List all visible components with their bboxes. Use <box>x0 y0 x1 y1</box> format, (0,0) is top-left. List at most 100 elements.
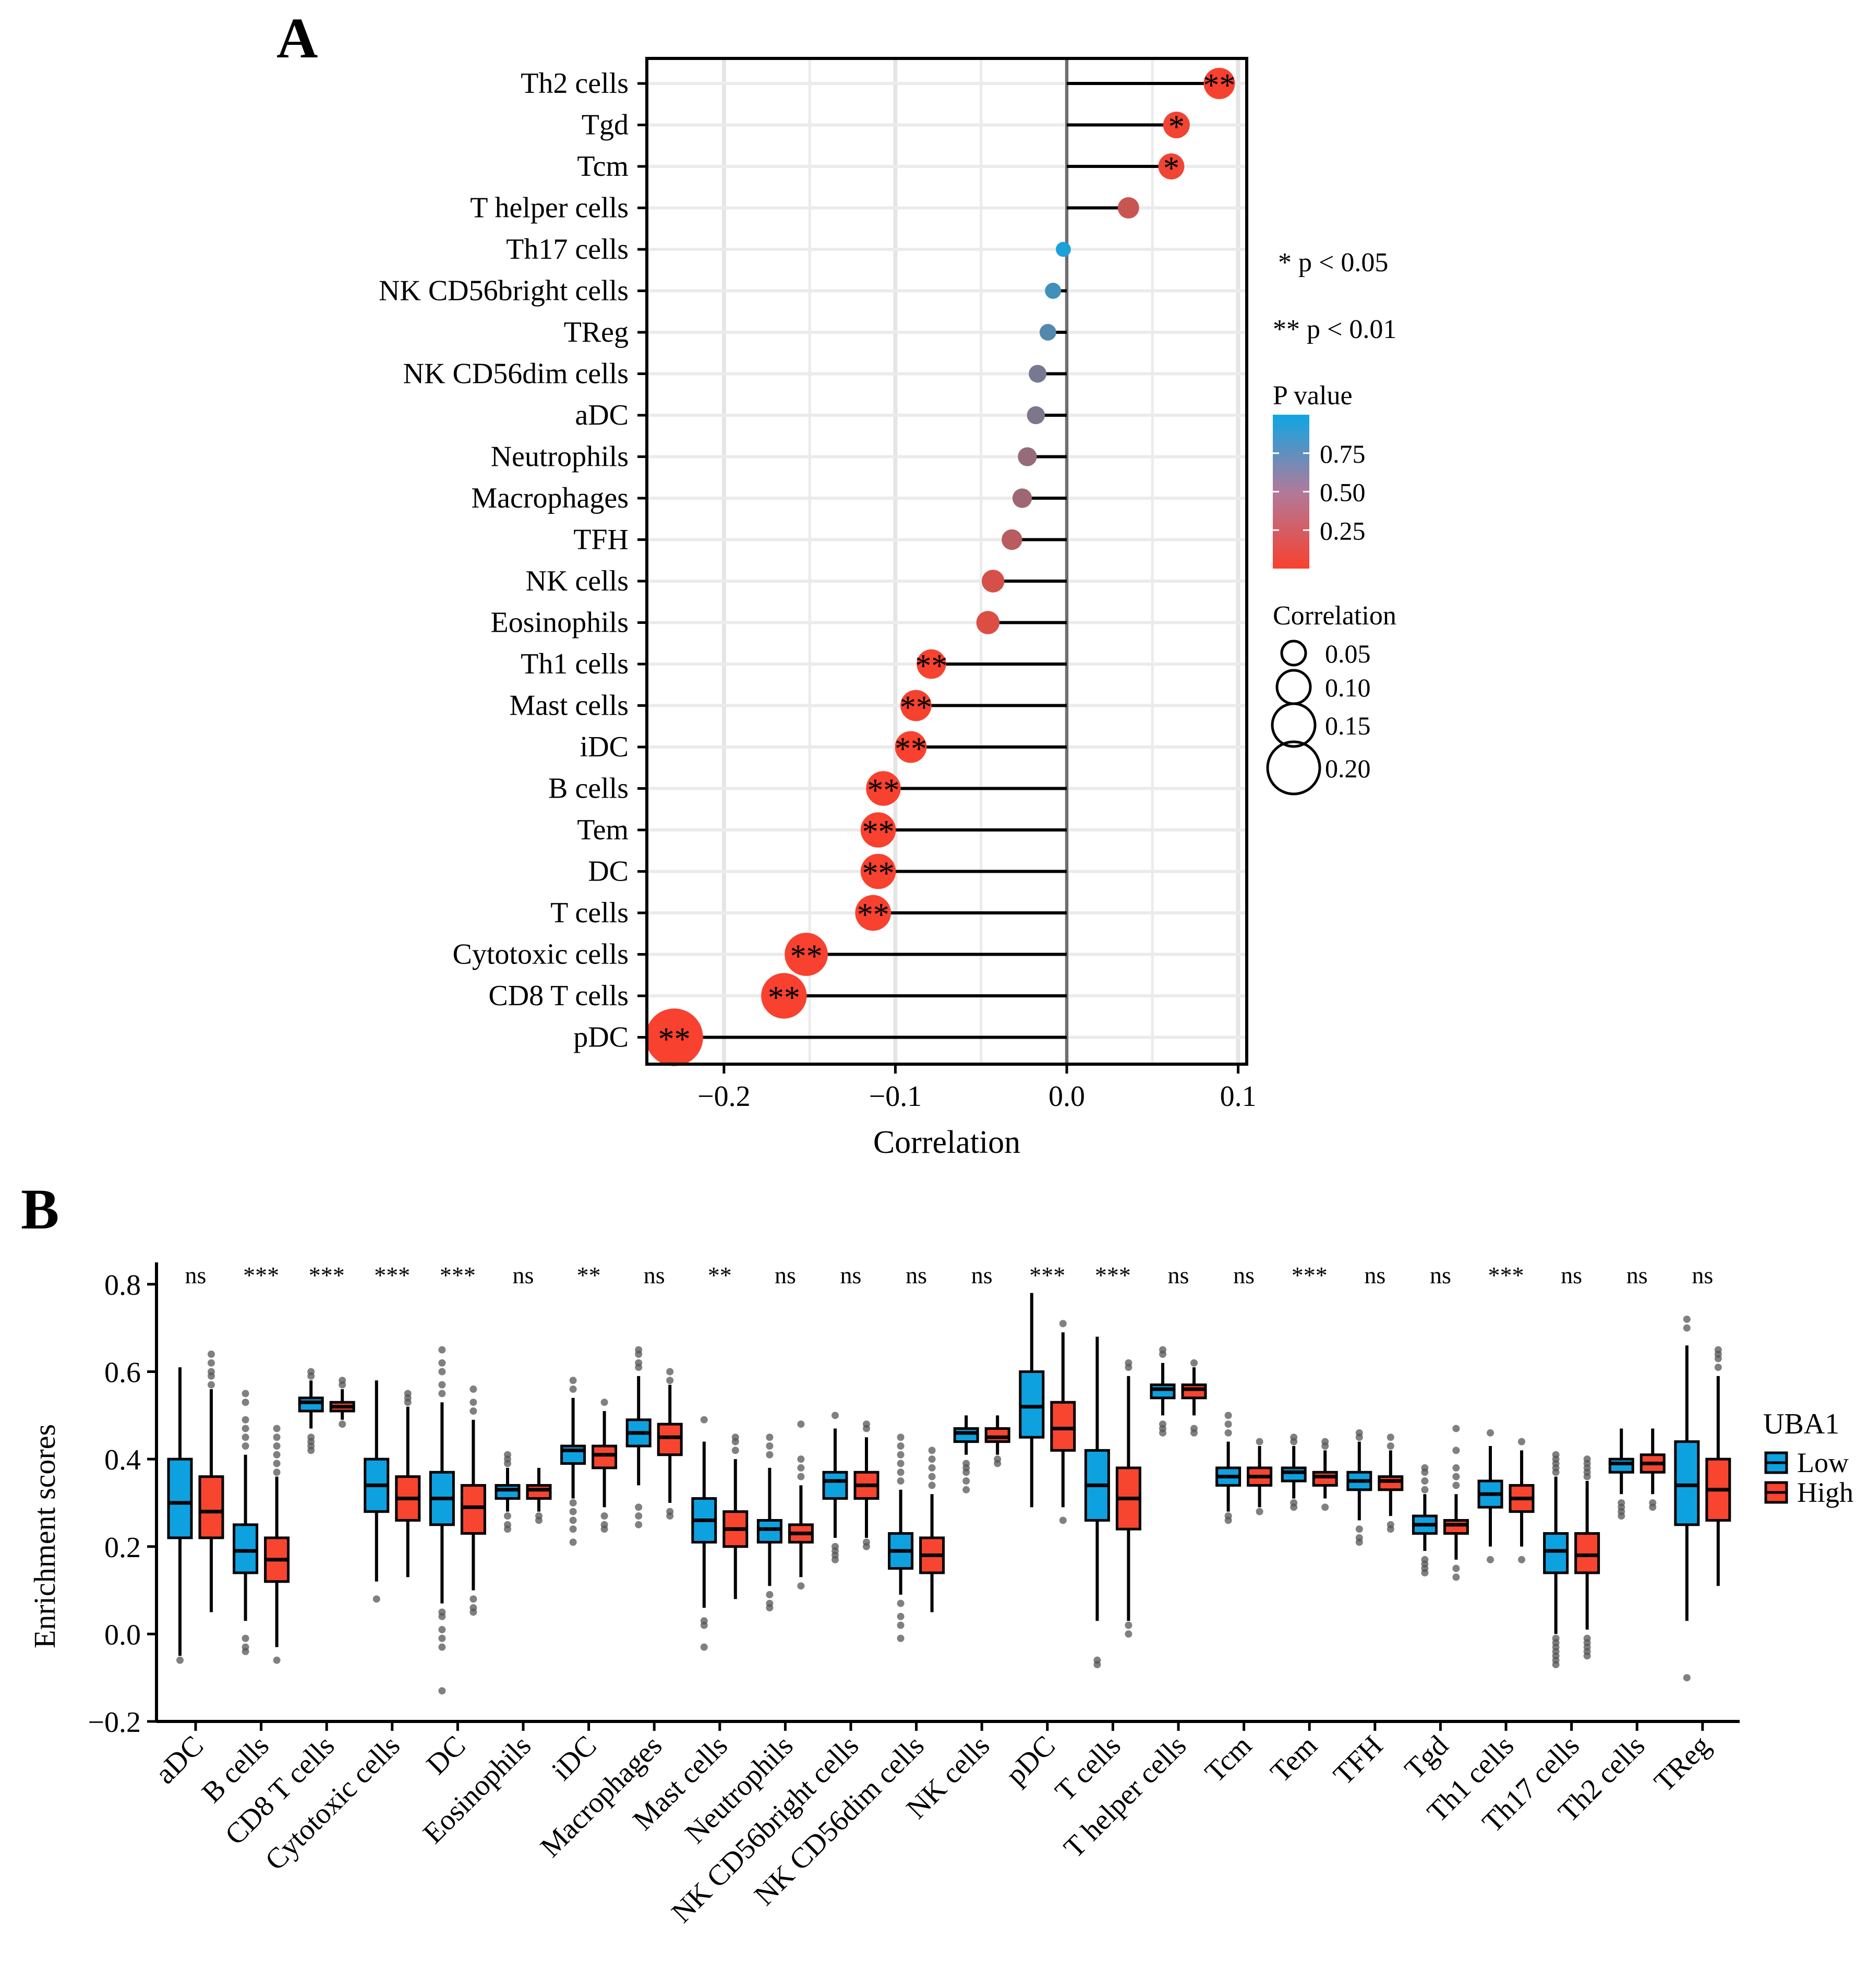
box <box>592 1399 618 1533</box>
significance-mark: ** <box>900 690 932 726</box>
x-tick-label: 0.0 <box>1049 1080 1085 1113</box>
category-label: Macrophages <box>471 482 629 514</box>
size-legend-circle <box>1280 640 1307 667</box>
size-legend-title: Correlation <box>1273 601 1396 631</box>
box <box>233 1390 259 1655</box>
box <box>756 1433 782 1612</box>
box <box>264 1425 290 1664</box>
dot <box>1203 67 1235 100</box>
outlier-point <box>404 1390 412 1397</box>
outlier-point <box>1452 1473 1460 1480</box>
box-body <box>953 1427 979 1443</box>
outlier-point <box>339 1377 346 1384</box>
outlier-point <box>1683 1315 1691 1323</box>
significance-label: ns <box>1430 1262 1451 1288</box>
y-tick-label: 0.6 <box>104 1357 141 1389</box>
box <box>1281 1433 1307 1511</box>
panel-a-legend: * p < 0.05 ** p < 0.01 P value 0.75 0.50 0… <box>1266 248 1396 796</box>
outlier-point <box>242 1425 249 1432</box>
box-body <box>984 1427 1010 1443</box>
panel-b-label: B <box>21 1177 59 1241</box>
category-label: NK cells <box>525 565 629 597</box>
box <box>1346 1429 1372 1546</box>
outlier-point <box>504 1525 511 1533</box>
dot <box>785 933 828 976</box>
outlier-point <box>242 1647 249 1655</box>
outlier-point <box>535 1516 543 1524</box>
size-legend-label: 0.20 <box>1325 754 1371 783</box>
outlier-point <box>438 1390 446 1397</box>
dot <box>1039 324 1056 341</box>
outlier-point <box>1452 1447 1460 1454</box>
outlier-point <box>242 1442 249 1450</box>
outlier-point <box>469 1608 477 1616</box>
box <box>329 1377 355 1428</box>
outlier-point <box>831 1412 839 1419</box>
category-label: Th2 cells <box>521 67 629 100</box>
outlier-point <box>1714 1346 1722 1354</box>
outlier-point <box>897 1477 905 1485</box>
outlier-point <box>797 1582 805 1590</box>
box <box>1443 1425 1469 1581</box>
outlier-point <box>1421 1477 1429 1485</box>
significance-mark: ** <box>857 897 889 933</box>
outlier-point <box>569 1385 577 1393</box>
significance-mark: ** <box>867 773 899 809</box>
box <box>788 1420 814 1590</box>
size-legend-circle <box>1266 740 1321 796</box>
box <box>1181 1359 1207 1437</box>
outlier-point <box>1355 1538 1363 1546</box>
outlier-point <box>1452 1481 1460 1489</box>
annotation-p001: ** p < 0.01 <box>1273 315 1396 344</box>
annotation-p005: * p < 0.05 <box>1278 248 1388 278</box>
dot <box>900 690 932 721</box>
outlier-point <box>1321 1438 1329 1445</box>
box <box>1247 1438 1273 1515</box>
outlier-point <box>797 1455 805 1463</box>
box <box>1477 1429 1503 1563</box>
box <box>1543 1451 1569 1669</box>
panel-b-axes: −0.2 0.0 0.2 0.4 0.6 0.8 <box>88 1262 1740 1739</box>
category-label: Eosinophils <box>491 607 629 639</box>
dot <box>860 812 896 848</box>
outlier-point <box>1452 1573 1460 1581</box>
outlier-point <box>766 1451 774 1459</box>
outlier-point <box>700 1643 708 1651</box>
significance-label: ns <box>906 1262 927 1288</box>
outlier-point <box>469 1385 477 1393</box>
box <box>657 1368 683 1520</box>
category-label: DC <box>588 856 629 888</box>
outlier-point <box>635 1359 643 1367</box>
panel-b-y-axis-title: Enrichment scores <box>28 1424 62 1648</box>
box <box>853 1420 879 1550</box>
significance-label: ns <box>644 1262 665 1288</box>
outlier-point <box>208 1359 215 1367</box>
legend-b-title: UBA1 <box>1763 1408 1839 1440</box>
outlier-point <box>438 1359 446 1367</box>
outlier-point <box>766 1591 774 1598</box>
category-label: Th1 cells <box>521 648 629 680</box>
outlier-point <box>962 1486 970 1493</box>
legend-b-high-label: High <box>1797 1477 1853 1508</box>
outlier-point <box>1125 1621 1132 1629</box>
outlier-point <box>438 1634 446 1642</box>
significance-label: ns <box>1233 1262 1255 1288</box>
size-legend-circle <box>1275 669 1312 705</box>
outlier-point <box>372 1595 380 1603</box>
outlier-point <box>569 1499 577 1507</box>
box <box>953 1415 979 1493</box>
box <box>1019 1293 1045 1508</box>
box <box>691 1416 717 1651</box>
x-tick-label: DC <box>420 1729 472 1781</box>
dot <box>917 649 946 679</box>
significance-mark: ** <box>915 648 947 684</box>
outlier-point <box>569 1377 577 1384</box>
outlier-point <box>897 1634 905 1642</box>
outlier-point <box>831 1556 839 1563</box>
outlier-point <box>438 1381 446 1389</box>
outlier-point <box>273 1460 281 1467</box>
dot <box>1027 406 1045 425</box>
outlier-point <box>731 1433 739 1441</box>
category-label: Tcm <box>577 150 629 183</box>
outlier-point <box>897 1460 905 1467</box>
